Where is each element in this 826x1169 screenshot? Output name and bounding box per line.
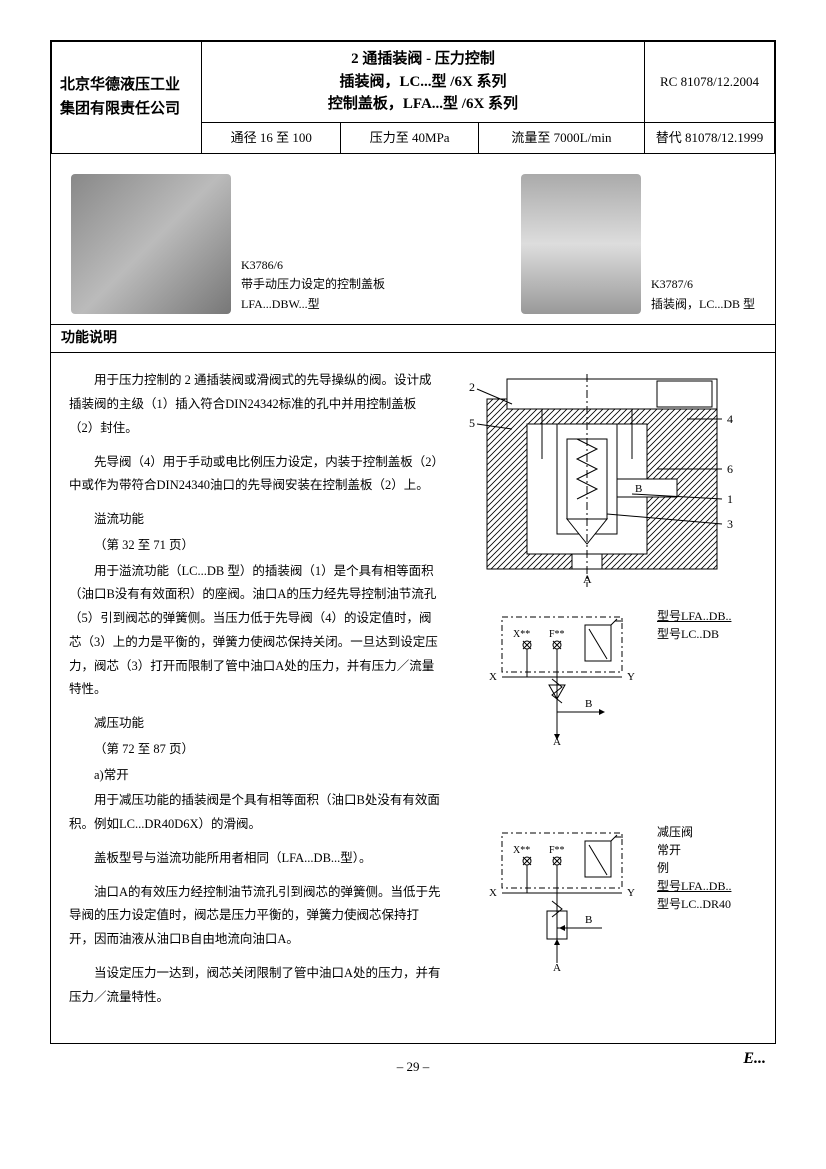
svg-text:F**: F** bbox=[549, 629, 565, 640]
paragraph-5: 盖板型号与溢流功能所用者相同（LFA...DB...型）。 bbox=[69, 847, 441, 871]
paragraph-1: 用于压力控制的 2 通插装阀或滑阀式的先导操纵的阀。设计成插装阀的主级（1）插入… bbox=[69, 369, 441, 440]
diagram2-label-b: 型号LC..DR40 bbox=[657, 897, 731, 911]
paragraph-6: 油口A的有效压力经控制油节流孔引到阀芯的弹簧侧。当低于先导阀的压力设定值时，阀芯… bbox=[69, 881, 441, 952]
product-image-left bbox=[71, 174, 231, 314]
spec-diameter: 通径 16 至 100 bbox=[202, 122, 341, 153]
schematic-overflow: X** F** X Y B bbox=[457, 607, 647, 747]
svg-text:B: B bbox=[635, 483, 642, 495]
heading-overflow-pages: （第 32 至 71 页） bbox=[69, 534, 441, 558]
diagram1-label-b: 型号LC..DB bbox=[657, 627, 719, 641]
heading-overflow: 溢流功能 bbox=[69, 508, 441, 532]
title-line1: 2 通插装阀 - 压力控制 bbox=[351, 51, 495, 67]
diagram2-t3: 例 bbox=[657, 861, 669, 875]
diagram2-t1: 减压阀 bbox=[657, 825, 693, 839]
paragraph-7: 当设定压力一达到，阀芯关闭限制了管中油口A处的压力，并有压力／流量特性。 bbox=[69, 962, 441, 1010]
paragraph-3: 用于溢流功能（LC...DB 型）的插装阀（1）是个具有相等面积（油口B没有有效… bbox=[69, 560, 441, 703]
heading-reduce-sub: a)常开 bbox=[69, 764, 441, 788]
title-line2: 插装阀，LC...型 /6X 系列 bbox=[339, 74, 506, 90]
svg-text:A: A bbox=[553, 962, 561, 973]
product-right-desc1: 插装阀，LC...DB 型 bbox=[651, 297, 755, 311]
product-left-code: K3786/6 bbox=[241, 258, 283, 272]
svg-text:5: 5 bbox=[469, 416, 475, 430]
spec-flow: 流量至 7000L/min bbox=[478, 122, 644, 153]
svg-text:X: X bbox=[489, 671, 497, 683]
cross-section-diagram: 2 5 4 6 1 3 B A bbox=[457, 369, 757, 589]
company-line2: 集团有限责任公司 bbox=[60, 101, 180, 117]
company-line1: 北京华德液压工业 bbox=[60, 77, 180, 93]
svg-text:6: 6 bbox=[727, 462, 733, 476]
svg-text:B: B bbox=[585, 914, 592, 926]
product-right-code: K3787/6 bbox=[651, 277, 693, 291]
svg-text:F**: F** bbox=[549, 845, 565, 856]
title-line3: 控制盖板，LFA...型 /6X 系列 bbox=[328, 96, 518, 112]
replaces: 替代 81078/12.1999 bbox=[645, 122, 775, 153]
paragraph-4: 用于减压功能的插装阀是个具有相等面积（油口B处没有有效面积。例如LC...DR4… bbox=[69, 789, 441, 837]
product-images-row: K3786/6 带手动压力设定的控制盖板 LFA...DBW...型 K3787… bbox=[51, 154, 775, 324]
content-area: 用于压力控制的 2 通插装阀或滑阀式的先导操纵的阀。设计成插装阀的主级（1）插入… bbox=[51, 353, 775, 1043]
product-image-right bbox=[521, 174, 641, 314]
svg-text:Y: Y bbox=[627, 887, 635, 899]
doc-code: RC 81078/12.2004 bbox=[660, 74, 759, 89]
svg-text:2: 2 bbox=[469, 380, 475, 394]
heading-reduce-pages: （第 72 至 87 页） bbox=[69, 738, 441, 762]
header-table: 北京华德液压工业 集团有限责任公司 2 通插装阀 - 压力控制 插装阀，LC..… bbox=[51, 41, 775, 154]
text-column: 用于压力控制的 2 通插装阀或滑阀式的先导操纵的阀。设计成插装阀的主级（1）插入… bbox=[69, 369, 441, 1019]
diagram2-label-a: 型号LFA..DB.. bbox=[657, 879, 731, 893]
spec-pressure: 压力至 40MPa bbox=[341, 122, 478, 153]
product-left-desc2: LFA...DBW...型 bbox=[241, 297, 320, 311]
svg-text:X**: X** bbox=[513, 845, 530, 856]
product-left-desc1: 带手动压力设定的控制盖板 bbox=[241, 277, 385, 291]
svg-text:B: B bbox=[585, 698, 592, 710]
svg-text:X: X bbox=[489, 887, 497, 899]
svg-text:3: 3 bbox=[727, 517, 733, 531]
section-title: 功能说明 bbox=[51, 324, 775, 354]
paragraph-2: 先导阀（4）用于手动或电比例压力设定，内装于控制盖板（2）中或作为带符合DIN2… bbox=[69, 451, 441, 499]
svg-text:Y: Y bbox=[627, 671, 635, 683]
footer-mark: E... bbox=[743, 1048, 766, 1070]
svg-text:4: 4 bbox=[727, 412, 733, 426]
heading-reduce: 减压功能 bbox=[69, 712, 441, 736]
svg-text:X**: X** bbox=[513, 629, 530, 640]
diagram2-t2: 常开 bbox=[657, 843, 681, 857]
page-number: – 29 – bbox=[50, 1058, 776, 1076]
diagram1-label-a: 型号LFA..DB.. bbox=[657, 609, 731, 623]
schematic-reduce: X** F** X Y B A bbox=[457, 823, 647, 973]
svg-text:1: 1 bbox=[727, 492, 733, 506]
diagram-column: 2 5 4 6 1 3 B A bbox=[457, 369, 757, 1019]
